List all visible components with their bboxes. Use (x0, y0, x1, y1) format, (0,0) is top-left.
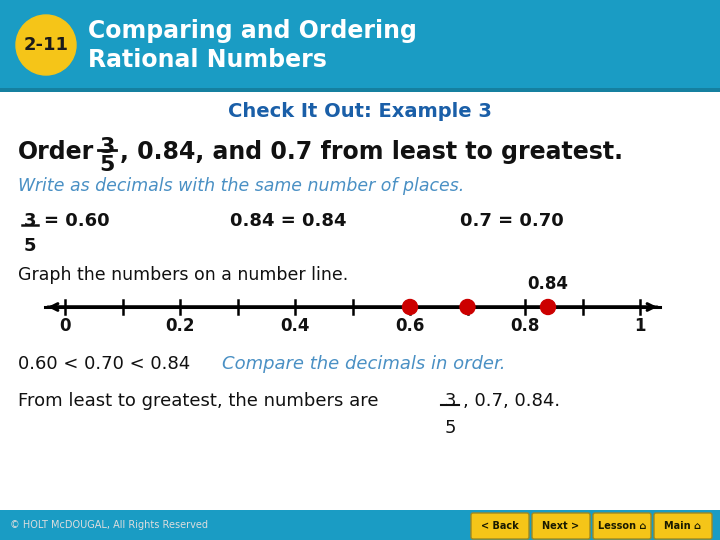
Text: 5: 5 (99, 155, 114, 175)
Text: Rational Numbers: Rational Numbers (88, 48, 327, 72)
FancyBboxPatch shape (532, 513, 590, 539)
Text: 3: 3 (444, 392, 456, 410)
Circle shape (460, 300, 475, 314)
Text: , 0.84, and 0.7 from least to greatest.: , 0.84, and 0.7 from least to greatest. (120, 140, 623, 164)
Bar (0, 0, 720, 90)
Text: 5: 5 (444, 419, 456, 437)
Text: 0.84: 0.84 (528, 275, 569, 293)
Text: 3: 3 (99, 137, 114, 157)
Text: 0.4: 0.4 (280, 317, 310, 335)
Text: From least to greatest, the numbers are: From least to greatest, the numbers are (18, 392, 379, 410)
Text: < Back: < Back (481, 521, 519, 531)
Circle shape (541, 300, 556, 314)
Text: 0.8: 0.8 (510, 317, 540, 335)
Text: Lesson ⌂: Lesson ⌂ (598, 521, 646, 531)
Text: 3: 3 (24, 212, 36, 230)
Bar (0, 510, 720, 540)
Text: 1: 1 (634, 317, 646, 335)
Text: = 0.60: = 0.60 (44, 212, 109, 230)
FancyBboxPatch shape (593, 513, 651, 539)
Text: , 0.7, 0.84.: , 0.7, 0.84. (463, 392, 560, 410)
Circle shape (16, 15, 76, 75)
FancyBboxPatch shape (471, 513, 529, 539)
FancyBboxPatch shape (654, 513, 712, 539)
Text: Check It Out: Example 3: Check It Out: Example 3 (228, 102, 492, 121)
Text: 0.6: 0.6 (395, 317, 425, 335)
Text: Order: Order (18, 140, 94, 164)
Text: Compare the decimals in order.: Compare the decimals in order. (222, 355, 505, 373)
Text: Main ⌂: Main ⌂ (665, 521, 701, 531)
Text: 0.7 = 0.70: 0.7 = 0.70 (460, 212, 564, 230)
Text: 0.84 = 0.84: 0.84 = 0.84 (230, 212, 346, 230)
Text: Next >: Next > (542, 521, 580, 531)
Bar (0, 88, 720, 92)
Text: 0: 0 (59, 317, 71, 335)
Text: Graph the numbers on a number line.: Graph the numbers on a number line. (18, 266, 348, 284)
Circle shape (402, 300, 418, 314)
Text: 0.60 < 0.70 < 0.84: 0.60 < 0.70 < 0.84 (18, 355, 190, 373)
Text: Write as decimals with the same number of places.: Write as decimals with the same number o… (18, 177, 464, 195)
Text: Comparing and Ordering: Comparing and Ordering (88, 19, 417, 43)
Text: 0.2: 0.2 (166, 317, 194, 335)
Text: 5: 5 (24, 237, 36, 255)
Text: © HOLT McDOUGAL, All Rights Reserved: © HOLT McDOUGAL, All Rights Reserved (10, 520, 208, 530)
Text: 2-11: 2-11 (24, 36, 68, 54)
